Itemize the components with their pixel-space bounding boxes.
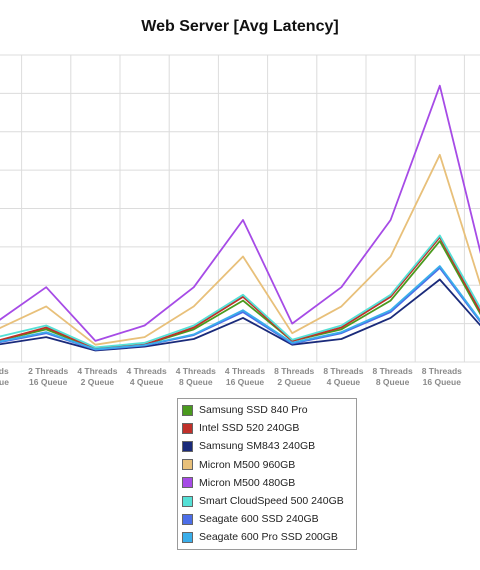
legend-item: Samsung SSD 840 Pro [178, 401, 356, 419]
series-line-1 [0, 236, 480, 350]
legend-label: Samsung SM843 240GB [199, 440, 316, 453]
x-tick-label: 8 Threads 8 Queue [373, 366, 413, 387]
legend-item: Samsung SM843 240GB [178, 437, 356, 455]
legend-label: Micron M500 960GB [199, 458, 296, 471]
legend-item: Intel SSD 520 240GB [178, 419, 356, 437]
series-line-2 [0, 278, 480, 352]
legend-swatch [182, 440, 193, 452]
legend-swatch [182, 404, 193, 416]
legend-label: Samsung SSD 840 Pro [199, 404, 308, 417]
x-tick-label: 4 Threads 2 Queue [77, 366, 117, 387]
x-tick-label: 4 Threads 8 Queue [176, 366, 216, 387]
series-line-7 [0, 265, 480, 351]
legend-swatch [182, 531, 193, 543]
x-tick-label: 4 Threads 4 Queue [127, 366, 167, 387]
legend-label: Intel SSD 520 240GB [199, 422, 300, 435]
series-line-3 [0, 153, 480, 346]
legend-swatch [182, 495, 193, 507]
legend-swatch [182, 513, 193, 525]
series-layer [0, 84, 480, 352]
legend-label: Smart CloudSpeed 500 240GB [199, 495, 344, 508]
legend-swatch [182, 422, 193, 434]
legend-swatch [182, 459, 193, 471]
x-tick-label: 4 Threads 16 Queue [225, 366, 265, 387]
legend-item: Seagate 600 Pro SSD 200GB [178, 528, 356, 546]
legend-label: Micron M500 480GB [199, 476, 296, 489]
chart-title: Web Server [Avg Latency] [141, 18, 339, 35]
legend-label: Seagate 600 SSD 240GB [199, 513, 319, 526]
legend-item: Micron M500 480GB [178, 474, 356, 492]
legend-swatch [182, 477, 193, 489]
x-tick-label: 8 Threads 2 Queue [274, 366, 314, 387]
x-tick-label: 2 Threads 16 Queue [28, 366, 68, 387]
x-tick-label: 8 Threads 16 Queue [422, 366, 462, 387]
legend: Samsung SSD 840 Pro Intel SSD 520 240GB Sa… [177, 398, 357, 550]
legend-item: Seagate 600 SSD 240GB [178, 510, 356, 528]
series-line-4 [0, 84, 480, 342]
x-tick-label: eadsueue [0, 366, 9, 387]
x-tick-label: 8 Threads 4 Queue [323, 366, 363, 387]
series-line-5 [0, 234, 480, 349]
legend-item: Micron M500 960GB [178, 456, 356, 474]
legend-item: Smart CloudSpeed 500 240GB [178, 492, 356, 510]
legend-label: Seagate 600 Pro SSD 200GB [199, 531, 338, 544]
